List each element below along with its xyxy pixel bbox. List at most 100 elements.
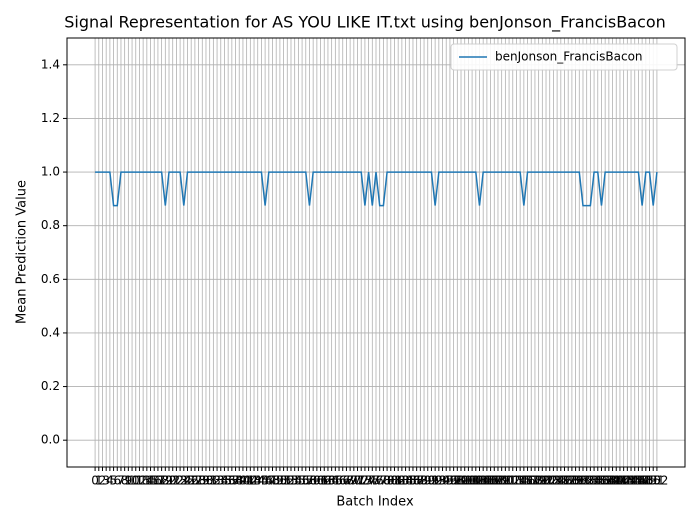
x-tick-label: 98 [450, 474, 465, 488]
x-tick-label: 139 [597, 474, 620, 488]
x-tick-label: 10 [124, 474, 139, 488]
x-tick-label: 93 [431, 474, 446, 488]
x-tick-label: 118 [520, 474, 543, 488]
x-tick-label: 90 [420, 474, 435, 488]
x-tick-label: 76 [368, 474, 383, 488]
x-tick-label: 43 [246, 474, 261, 488]
x-tick-label: 141 [605, 474, 628, 488]
x-tick-label: 97 [446, 474, 461, 488]
x-tick-label: 136 [586, 474, 609, 488]
y-tick-label: 1.2 [41, 111, 60, 125]
x-tick-label: 146 [623, 474, 646, 488]
x-tick-label: 138 [594, 474, 617, 488]
x-tick-label: 100 [453, 474, 476, 488]
x-tick-label: 134 [579, 474, 602, 488]
x-tick-label: 103 [464, 474, 487, 488]
x-tick-label: 35 [217, 474, 232, 488]
x-tick-label: 4 [106, 474, 114, 488]
x-tick-label: 121 [531, 474, 554, 488]
x-tick-label: 3 [102, 474, 110, 488]
x-tick-label: 102 [461, 474, 484, 488]
x-tick-label: 106 [475, 474, 498, 488]
x-tick-label: 140 [601, 474, 624, 488]
x-tick-label: 127 [553, 474, 576, 488]
legend-label: benJonson_FrancisBacon [495, 50, 643, 64]
x-tick-label: 32 [206, 474, 221, 488]
x-tick-label: 48 [265, 474, 280, 488]
x-tick-label: 59 [306, 474, 321, 488]
x-tick-label: 88 [413, 474, 428, 488]
x-tick-label: 18 [154, 474, 169, 488]
x-tick-label: 89 [416, 474, 431, 488]
x-tick-label: 31 [202, 474, 217, 488]
y-tick-label: 0.8 [41, 218, 60, 232]
x-tick-label: 107 [479, 474, 502, 488]
x-tick-label: 45 [254, 474, 269, 488]
x-tick-label: 1 [95, 474, 103, 488]
x-tick-label: 116 [512, 474, 535, 488]
x-tick-label: 13 [136, 474, 151, 488]
x-tick-label: 81 [387, 474, 402, 488]
x-tick-label: 99 [453, 474, 468, 488]
x-tick-label: 8 [121, 474, 129, 488]
x-tick-label: 131 [568, 474, 591, 488]
y-tick-label: 0.0 [41, 433, 60, 447]
x-tick-label: 96 [442, 474, 457, 488]
x-tick-label: 11 [128, 474, 143, 488]
x-tick-label: 87 [409, 474, 424, 488]
x-tick-label: 149 [634, 474, 657, 488]
y-tick-label: 0.6 [41, 272, 60, 286]
x-tick-label: 128 [557, 474, 580, 488]
x-tick-label: 124 [542, 474, 565, 488]
x-tick-label: 30 [198, 474, 213, 488]
chart-title: Signal Representation for AS YOU LIKE IT… [64, 13, 666, 33]
x-tick-label: 75 [365, 474, 380, 488]
x-tick-label: 147 [627, 474, 650, 488]
x-tick-label: 119 [523, 474, 546, 488]
x-tick-label: 58 [302, 474, 317, 488]
x-tick-label: 86 [405, 474, 420, 488]
x-tick-label: 62 [317, 474, 332, 488]
x-tick-label: 29 [195, 474, 210, 488]
x-tick-label: 85 [402, 474, 417, 488]
x-tick-label: 24 [176, 474, 191, 488]
y-tick-label: 0.2 [41, 379, 60, 393]
x-tick-label: 68 [339, 474, 354, 488]
x-tick-label: 53 [283, 474, 298, 488]
x-tick-label: 130 [564, 474, 587, 488]
x-tick-label: 84 [398, 474, 413, 488]
x-tick-label: 23 [172, 474, 187, 488]
x-tick-label: 9 [125, 474, 133, 488]
x-tick-label: 125 [546, 474, 569, 488]
x-tick-label: 2 [99, 474, 107, 488]
x-tick-label: 41 [239, 474, 254, 488]
x-tick-label: 73 [357, 474, 372, 488]
x-tick-label: 63 [320, 474, 335, 488]
x-tick-label: 44 [250, 474, 265, 488]
x-tick-label: 101 [457, 474, 480, 488]
x-tick-label: 16 [147, 474, 162, 488]
x-tick-label: 7 [117, 474, 125, 488]
x-tick-label: 112 [498, 474, 521, 488]
y-tick-label: 0.4 [41, 325, 60, 339]
x-tick-label: 42 [243, 474, 258, 488]
x-tick-label: 17 [150, 474, 165, 488]
x-tick-label: 39 [232, 474, 247, 488]
x-tick-label: 111 [494, 474, 517, 488]
x-tick-label: 148 [631, 474, 654, 488]
x-tick-label: 117 [516, 474, 539, 488]
line-series [95, 171, 658, 207]
x-tick-label: 115 [509, 474, 532, 488]
x-tick-label: 123 [538, 474, 561, 488]
x-tick-label: 46 [257, 474, 272, 488]
x-tick-label: 91 [424, 474, 439, 488]
x-tick-label: 55 [291, 474, 306, 488]
x-tick-label: 65 [328, 474, 343, 488]
y-tick-label: 1.4 [41, 57, 60, 71]
x-tick-label: 120 [527, 474, 550, 488]
x-tick-label: 109 [487, 474, 510, 488]
x-tick-label: 15 [143, 474, 158, 488]
y-axis-label: Mean Prediction Value [15, 180, 30, 324]
x-tick-label: 126 [549, 474, 572, 488]
